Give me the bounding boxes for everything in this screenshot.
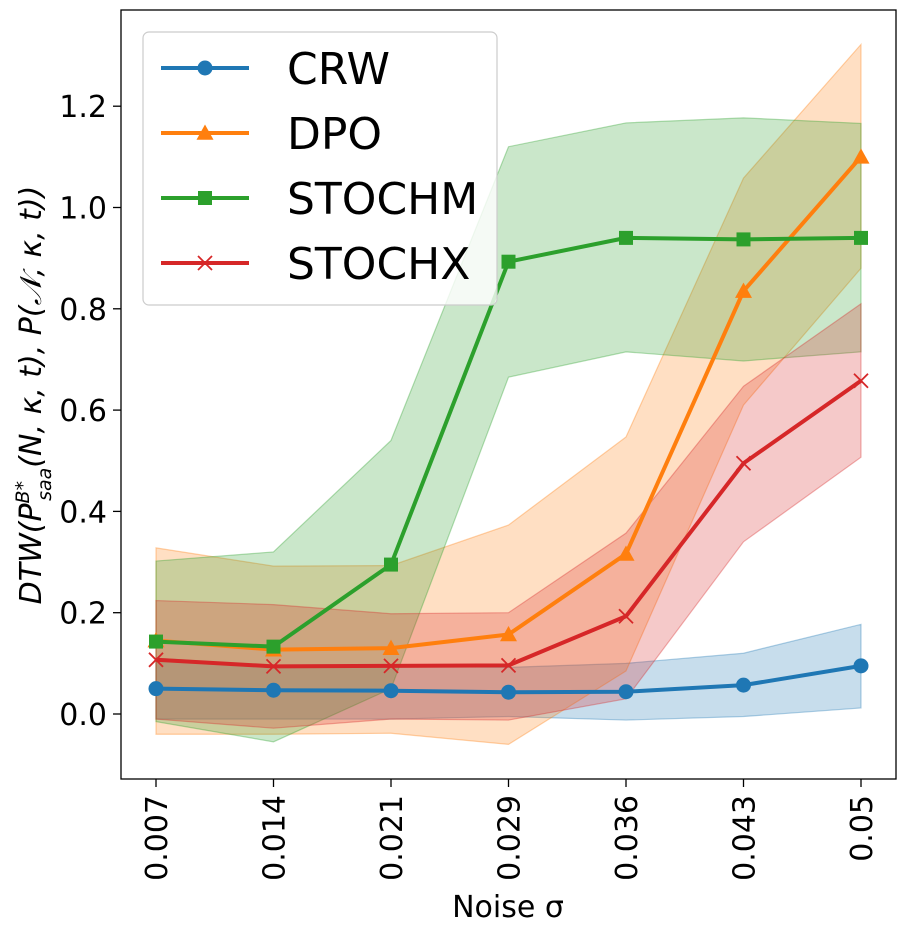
point-stochx-4: [618, 608, 634, 624]
point-dpo-3: [500, 625, 517, 642]
point-stochm-6: [854, 230, 868, 245]
x-axis-label: Noise σ: [452, 890, 564, 925]
x-tick-label-2: 0.021: [375, 795, 410, 881]
point-stochx-1: [265, 658, 282, 675]
point-stochm-3: [501, 254, 516, 269]
point-crw-5: [736, 677, 751, 693]
point-crw-2: [383, 683, 399, 699]
point-stochx-6: [853, 373, 869, 389]
point-dpo-2: [382, 639, 400, 655]
y-axis-label: DTW(PB*saa(N, κ, t), P(𝒩, κ, t)): [12, 186, 56, 605]
y-tick-label-5: 1.0: [59, 192, 107, 227]
point-crw-4: [618, 684, 634, 700]
y-tick-label-4: 0.8: [59, 293, 107, 328]
y-tick-label-3: 0.6: [59, 394, 107, 429]
band-dpo: [155, 42, 862, 746]
point-dpo-4: [617, 545, 635, 561]
point-dpo-6: [852, 148, 870, 164]
x-axis: 0.007 0.014 0.021 0.029 0.036 0.043 0.05: [140, 779, 880, 881]
x-tick-label-4: 0.036: [610, 795, 645, 881]
y-axis: 0.0 0.2 0.4 0.6 0.8 1.0 1.2: [59, 90, 121, 733]
point-crw-3: [501, 684, 516, 700]
x-tick-label-0: 0.007: [140, 795, 175, 881]
legend-marker-stochm: [198, 191, 212, 205]
y-label-part-a: DTW(P: [14, 503, 49, 605]
legend-marker-dpo: [196, 124, 214, 140]
legend-marker-stochx: [197, 255, 213, 271]
point-stochx-5: [735, 455, 752, 471]
point-stochm-4: [619, 230, 633, 245]
point-dpo-5: [735, 282, 752, 298]
point-crw-6: [853, 658, 869, 674]
point-stochx-2: [383, 658, 399, 674]
legend-marker-crw: [197, 60, 213, 76]
legend-frame: [142, 31, 498, 306]
band-stochx: [155, 302, 862, 729]
y-label-part-b: (N, κ, t), P(𝒩, κ, t)): [14, 186, 49, 468]
point-stochm-1: [266, 639, 281, 654]
y-tick-label-1: 0.2: [59, 597, 107, 632]
point-crw-0: [148, 681, 164, 697]
point-stochm-2: [384, 557, 398, 572]
confidence-bands: [155, 42, 862, 746]
x-tick-label-1: 0.014: [258, 795, 293, 881]
point-stochx-0: [148, 652, 164, 668]
y-label-sub: saa: [34, 468, 56, 501]
y-tick-label-6: 1.2: [59, 90, 107, 125]
y-tick-label-0: 0.0: [59, 698, 107, 733]
x-tick-label-5: 0.043: [728, 795, 763, 881]
legend-label-stochx: STOCHX: [287, 239, 470, 290]
point-stochm-5: [736, 232, 751, 247]
legend-label-crw: CRW: [287, 44, 390, 95]
point-crw-1: [266, 682, 281, 698]
legend-label-dpo: DPO: [287, 109, 382, 160]
legend: CRW DPO STOCHM STOCHX: [142, 31, 498, 306]
legend-label-stochm: STOCHM: [287, 174, 478, 225]
x-tick-label-6: 0.05: [845, 795, 880, 862]
series-markers: [147, 148, 870, 700]
y-tick-label-2: 0.4: [59, 495, 107, 530]
point-stochm-0: [149, 634, 163, 649]
band-stochm: [155, 117, 862, 743]
point-stochx-3: [500, 657, 517, 674]
y-label-sup: B*: [12, 481, 34, 504]
x-tick-label-3: 0.029: [493, 795, 528, 881]
